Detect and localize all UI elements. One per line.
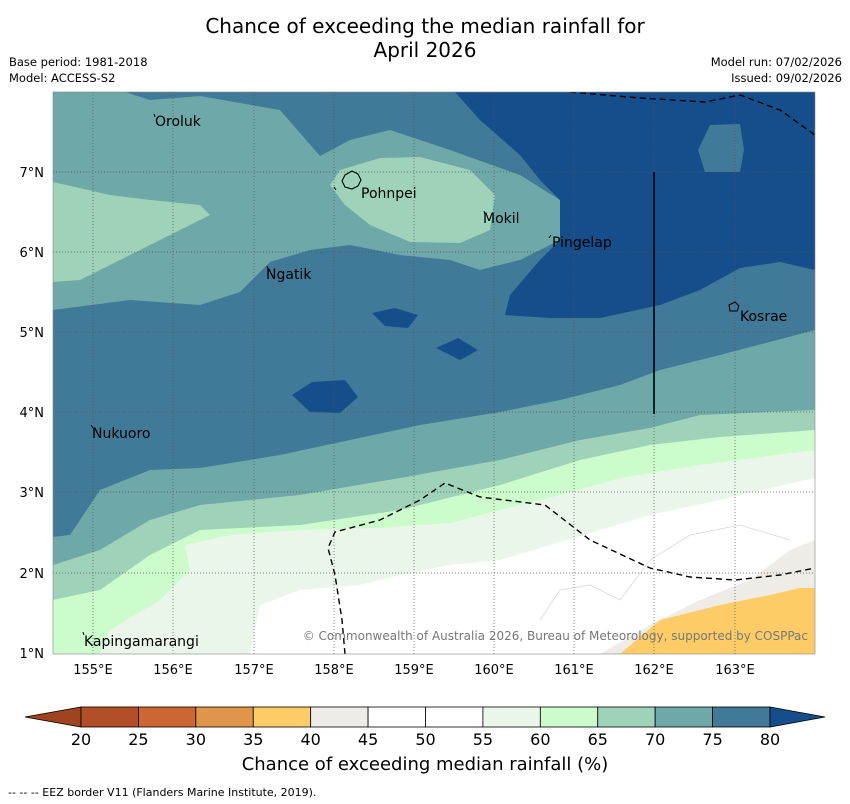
lat-tick-3: 3°N xyxy=(20,486,45,501)
colorbar-segment xyxy=(654,706,713,728)
eez-border xyxy=(327,92,815,654)
colorbar-segment xyxy=(80,706,139,728)
place-ngatik: Ngatik xyxy=(266,267,312,283)
region-45-55 xyxy=(250,478,815,654)
region-80-patch-3 xyxy=(292,380,358,413)
place-mokil: Mokil xyxy=(483,211,520,227)
colorbar-segment xyxy=(712,706,771,728)
region-70-75-north xyxy=(53,92,560,310)
lon-tick-163: 163°E xyxy=(715,663,755,678)
colorbar-tick-label: 40 xyxy=(300,730,320,749)
gridlines xyxy=(53,92,815,654)
colorbar-label: Chance of exceeding median rainfall (%) xyxy=(241,754,609,775)
lat-tick-4: 4°N xyxy=(20,406,45,421)
place-pohnpei: Pohnpei xyxy=(361,186,417,202)
rainfall-map: Oroluk Pohnpei Mokil Pingelap Ngatik Kos… xyxy=(53,92,815,654)
colorbar-tick-label: 25 xyxy=(128,730,148,749)
pohnpei-island xyxy=(341,170,362,190)
colorbar-segment xyxy=(367,706,426,728)
region-75-80-patch xyxy=(698,124,744,172)
colorbar: 20 25 30 35 40 45 50 55 60 65 70 75 80 xyxy=(24,706,826,749)
copyright-text: © Commonwealth of Australia 2026, Bureau… xyxy=(303,629,808,643)
title-line-1: Chance of exceeding the median rainfall … xyxy=(205,14,645,38)
colorbar-extend-low xyxy=(24,706,82,728)
colorbar-tick-label: 80 xyxy=(760,730,780,749)
place-nukuoro: Nukuoro xyxy=(92,426,150,442)
colorbar-tick-label: 70 xyxy=(645,730,665,749)
lon-tick-156: 156°E xyxy=(153,663,193,678)
lon-tick-155: 155°E xyxy=(73,663,113,678)
lon-tick-158: 158°E xyxy=(314,663,354,678)
region-80-patch-2 xyxy=(436,338,478,360)
region-80-patch-1 xyxy=(372,308,418,328)
faint-contour xyxy=(539,524,791,621)
colorbar-tick-label: 55 xyxy=(473,730,493,749)
kosrae-island xyxy=(728,301,740,312)
issued-text: Issued: 09/02/2026 xyxy=(731,71,842,85)
region-65-70-west xyxy=(53,182,210,282)
colorbar-segment xyxy=(252,706,312,728)
lon-tick-160: 160°E xyxy=(474,663,514,678)
colorbar-tick-label: 50 xyxy=(415,730,435,749)
colorbar-segment xyxy=(425,706,484,728)
colorbar-segment xyxy=(597,706,656,728)
chart-title: Chance of exceeding the median rainfall … xyxy=(0,14,850,62)
map-frame xyxy=(52,91,816,655)
lat-tick-5: 5°N xyxy=(20,326,45,341)
lat-tick-6: 6°N xyxy=(20,246,45,261)
colorbar-tick-label: 20 xyxy=(71,730,91,749)
place-oroluk: Oroluk xyxy=(155,114,202,130)
lat-tick-1: 1°N xyxy=(20,647,45,662)
colorbar-tick-label: 75 xyxy=(702,730,722,749)
place-kapingamarangi: Kapingamarangi xyxy=(84,634,199,650)
lat-tick-2: 2°N xyxy=(20,567,45,582)
place-kosrae: Kosrae xyxy=(740,309,787,325)
base-period-text: Base period: 1981-2018 xyxy=(9,55,148,69)
colorbar-extend-high xyxy=(769,706,826,728)
colorbar-segment xyxy=(138,706,197,728)
meta-left: Base period: 1981-2018 Model: ACCESS-S2 xyxy=(9,54,148,86)
region-65-70-pohnpei xyxy=(330,157,495,243)
lon-tick-162: 162°E xyxy=(634,663,674,678)
colorbar-tick-label: 45 xyxy=(358,730,378,749)
lon-tick-157: 157°E xyxy=(234,663,274,678)
lat-axis: 7°N 6°N 5°N 4°N 3°N 2°N 1°N xyxy=(20,166,45,662)
model-run-text: Model run: 07/02/2026 xyxy=(710,55,842,69)
lon-axis: 155°E 156°E 157°E 158°E 159°E 160°E 161°… xyxy=(73,663,755,678)
colorbar-tick-label: 35 xyxy=(243,730,263,749)
colorbar-segment xyxy=(482,706,541,728)
eez-legend-text: -- -- -- EEZ border V11 (Flanders Marine… xyxy=(8,786,317,799)
colorbar-segment xyxy=(195,706,254,728)
place-labels: Oroluk Pohnpei Mokil Pingelap Ngatik Kos… xyxy=(84,114,787,650)
colorbar-tick-label: 65 xyxy=(588,730,608,749)
lat-tick-7: 7°N xyxy=(20,166,45,181)
region-35-40 xyxy=(620,588,815,654)
colorbar-tick-label: 60 xyxy=(530,730,550,749)
colorbar-tick-label: 30 xyxy=(186,730,206,749)
title-line-2: April 2026 xyxy=(373,38,477,62)
model-text: Model: ACCESS-S2 xyxy=(9,71,116,85)
atoll-markers xyxy=(82,113,552,636)
place-pingelap: Pingelap xyxy=(552,235,612,251)
meta-right: Model run: 07/02/2026 Issued: 09/02/2026 xyxy=(711,54,842,86)
lon-tick-161: 161°E xyxy=(554,663,594,678)
lon-tick-159: 159°E xyxy=(394,663,434,678)
colorbar-segment xyxy=(539,706,599,728)
colorbar-segment xyxy=(310,706,369,728)
